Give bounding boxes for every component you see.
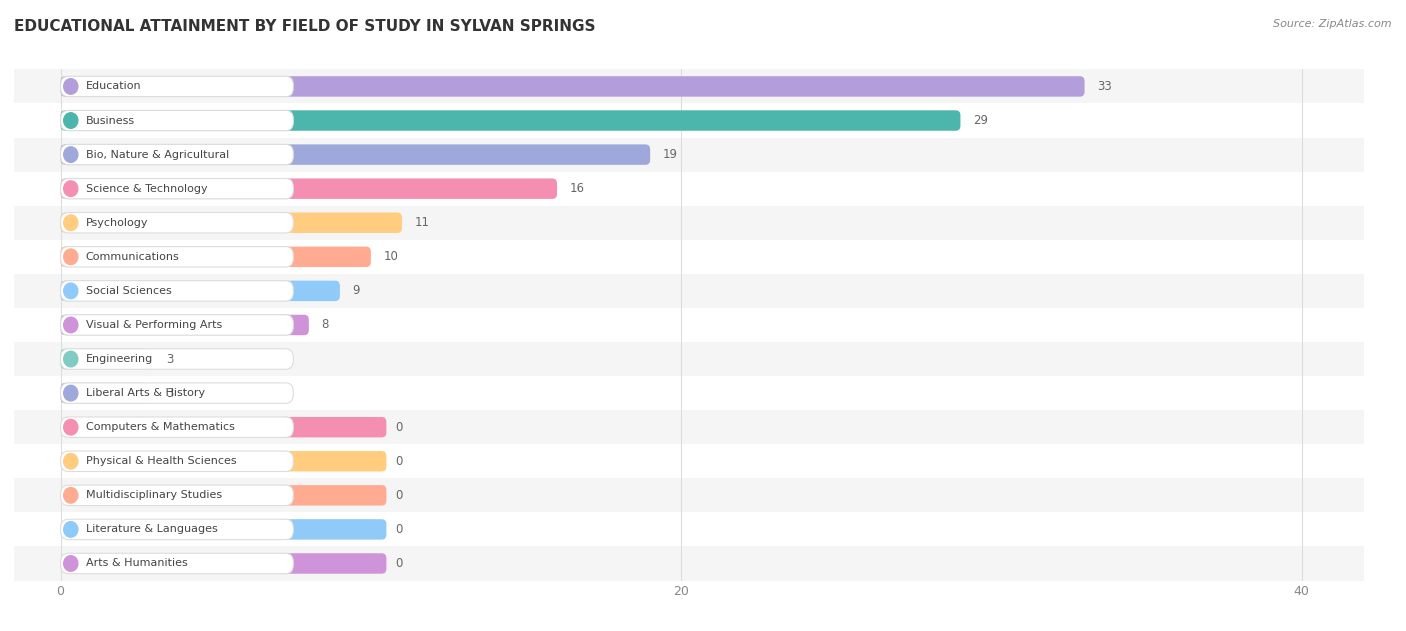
Text: Business: Business (86, 115, 135, 126)
FancyBboxPatch shape (60, 519, 294, 540)
FancyBboxPatch shape (60, 247, 371, 267)
Text: Source: ZipAtlas.com: Source: ZipAtlas.com (1274, 19, 1392, 29)
Circle shape (63, 420, 77, 435)
FancyBboxPatch shape (60, 110, 960, 131)
Text: 33: 33 (1097, 80, 1112, 93)
FancyBboxPatch shape (60, 281, 294, 301)
FancyBboxPatch shape (278, 485, 387, 505)
Text: 3: 3 (166, 353, 173, 365)
Circle shape (63, 215, 77, 230)
Circle shape (63, 113, 77, 128)
FancyBboxPatch shape (60, 451, 294, 471)
Bar (14, 240, 1364, 274)
FancyBboxPatch shape (60, 213, 294, 233)
FancyBboxPatch shape (60, 417, 294, 437)
FancyBboxPatch shape (60, 315, 309, 335)
Text: Education: Education (86, 81, 141, 91)
Text: 16: 16 (569, 182, 585, 195)
Text: 0: 0 (395, 421, 404, 433)
Text: Physical & Health Sciences: Physical & Health Sciences (86, 456, 236, 466)
FancyBboxPatch shape (60, 144, 650, 165)
Text: Visual & Performing Arts: Visual & Performing Arts (86, 320, 222, 330)
Text: Communications: Communications (86, 252, 180, 262)
Bar (14, 308, 1364, 342)
Text: 8: 8 (321, 319, 329, 331)
Text: 9: 9 (353, 285, 360, 297)
Bar (14, 546, 1364, 581)
FancyBboxPatch shape (60, 485, 294, 505)
Text: Engineering: Engineering (86, 354, 153, 364)
FancyBboxPatch shape (60, 349, 294, 369)
Text: 0: 0 (395, 557, 404, 570)
FancyBboxPatch shape (60, 383, 294, 403)
FancyBboxPatch shape (60, 179, 557, 199)
Text: 19: 19 (662, 148, 678, 161)
Circle shape (63, 522, 77, 537)
FancyBboxPatch shape (60, 383, 153, 403)
Circle shape (63, 556, 77, 571)
FancyBboxPatch shape (278, 519, 387, 540)
FancyBboxPatch shape (60, 110, 294, 131)
Bar (14, 172, 1364, 206)
Text: 0: 0 (395, 489, 404, 502)
Bar (14, 478, 1364, 512)
Circle shape (63, 147, 77, 162)
Text: Science & Technology: Science & Technology (86, 184, 207, 194)
Bar (14, 138, 1364, 172)
Circle shape (63, 79, 77, 94)
Bar (14, 69, 1364, 103)
Text: Liberal Arts & History: Liberal Arts & History (86, 388, 205, 398)
Bar (14, 206, 1364, 240)
Text: 3: 3 (166, 387, 173, 399)
Circle shape (63, 317, 77, 333)
Text: 0: 0 (395, 523, 404, 536)
FancyBboxPatch shape (60, 213, 402, 233)
Text: Computers & Mathematics: Computers & Mathematics (86, 422, 235, 432)
Bar (14, 512, 1364, 546)
FancyBboxPatch shape (60, 179, 294, 199)
FancyBboxPatch shape (60, 281, 340, 301)
Text: Psychology: Psychology (86, 218, 148, 228)
FancyBboxPatch shape (60, 144, 294, 165)
Text: Bio, Nature & Agricultural: Bio, Nature & Agricultural (86, 150, 229, 160)
Bar (14, 376, 1364, 410)
FancyBboxPatch shape (60, 315, 294, 335)
FancyBboxPatch shape (60, 76, 294, 97)
Text: 10: 10 (384, 251, 398, 263)
Text: Social Sciences: Social Sciences (86, 286, 172, 296)
Circle shape (63, 488, 77, 503)
Text: 29: 29 (973, 114, 988, 127)
Bar (14, 274, 1364, 308)
Text: Arts & Humanities: Arts & Humanities (86, 558, 187, 569)
Circle shape (63, 181, 77, 196)
FancyBboxPatch shape (278, 417, 387, 437)
FancyBboxPatch shape (278, 451, 387, 471)
Circle shape (63, 454, 77, 469)
FancyBboxPatch shape (60, 247, 294, 267)
Circle shape (63, 351, 77, 367)
Text: Multidisciplinary Studies: Multidisciplinary Studies (86, 490, 222, 500)
FancyBboxPatch shape (60, 349, 153, 369)
Circle shape (63, 249, 77, 264)
Bar (14, 103, 1364, 138)
Bar (14, 410, 1364, 444)
Text: 11: 11 (415, 216, 429, 229)
Bar (14, 444, 1364, 478)
FancyBboxPatch shape (60, 76, 1084, 97)
Circle shape (63, 386, 77, 401)
FancyBboxPatch shape (278, 553, 387, 574)
Text: 0: 0 (395, 455, 404, 468)
Circle shape (63, 283, 77, 298)
Text: EDUCATIONAL ATTAINMENT BY FIELD OF STUDY IN SYLVAN SPRINGS: EDUCATIONAL ATTAINMENT BY FIELD OF STUDY… (14, 19, 596, 34)
Text: Literature & Languages: Literature & Languages (86, 524, 218, 534)
FancyBboxPatch shape (60, 553, 294, 574)
Bar (14, 342, 1364, 376)
